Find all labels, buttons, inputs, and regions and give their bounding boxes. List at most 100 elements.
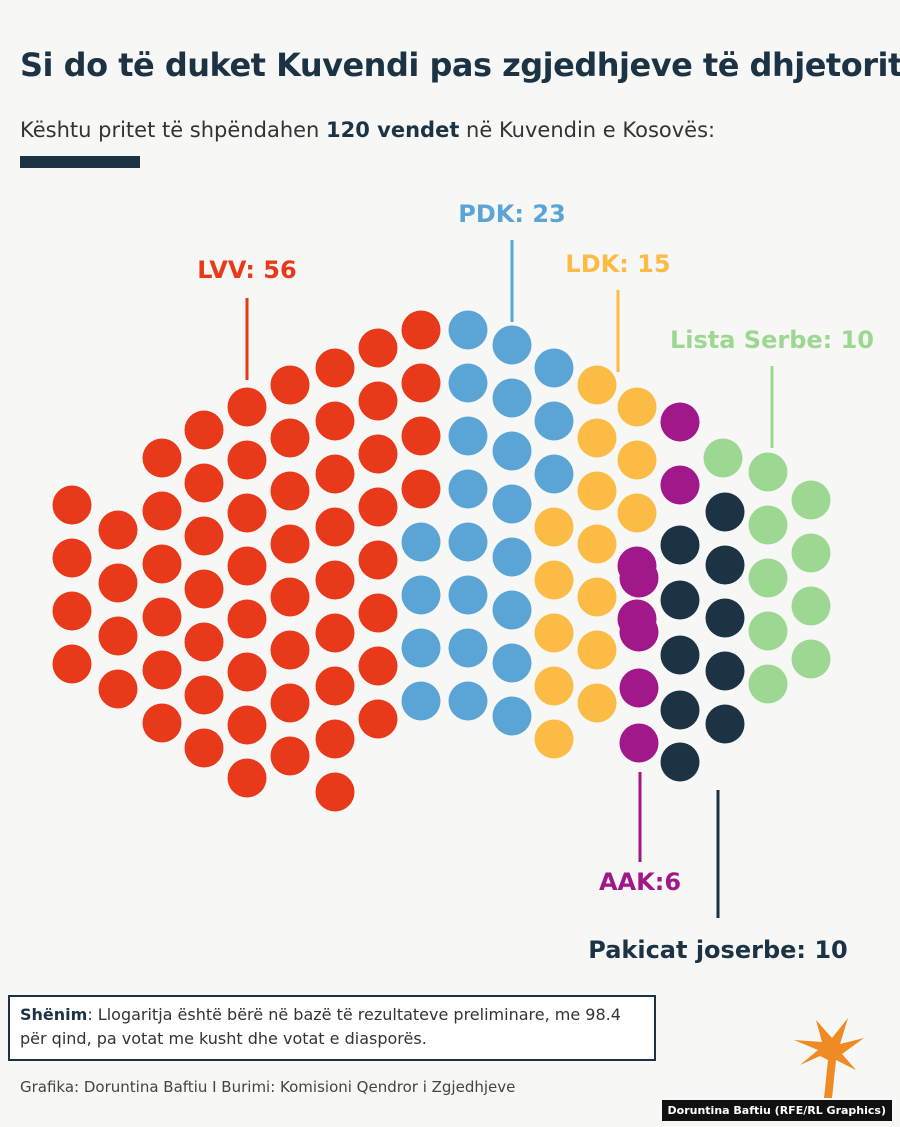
seat-dot-lista-serbe: [703, 438, 743, 478]
note-text: : Llogaritja është bërë në bazë të rezul…: [20, 1005, 621, 1048]
seat-dot-lvv: [52, 538, 92, 578]
seat-dot-pdk: [492, 378, 532, 418]
source-text: Grafika: Doruntina Baftiu I Burimi: Komi…: [20, 1078, 516, 1096]
series-label-pdk: PDK: 23: [458, 200, 565, 228]
seat-dot-pdk: [401, 575, 441, 615]
seat-dot-lvv: [98, 563, 138, 603]
seat-dot-ldk: [534, 560, 574, 600]
seat-dot-pakicat-joserbe: [705, 545, 745, 585]
seat-dot-lvv: [358, 540, 398, 580]
seat-dot-lvv: [315, 507, 355, 547]
seat-dot-lista-serbe: [791, 639, 831, 679]
seat-dot-lvv: [227, 387, 267, 427]
seat-dot-lvv: [142, 597, 182, 637]
seat-dot-ldk: [617, 440, 657, 480]
seat-dot-ldk: [577, 683, 617, 723]
seat-dot-lvv: [227, 440, 267, 480]
series-label-lvv: LVV: 56: [197, 256, 296, 284]
seat-dot-lvv: [98, 616, 138, 656]
subtitle-seat-count: 120 vendet: [326, 118, 460, 142]
seat-dot-pakicat-joserbe: [705, 704, 745, 744]
seat-dot-lvv: [315, 772, 355, 812]
seat-dot-lvv: [358, 381, 398, 421]
seat-dot-lista-serbe: [748, 505, 788, 545]
seat-dot-lvv: [270, 683, 310, 723]
seat-dot-lvv: [184, 463, 224, 503]
seat-dot-lvv: [358, 328, 398, 368]
seat-dot-pdk: [492, 431, 532, 471]
seat-dot-lvv: [142, 544, 182, 584]
seat-dot-pdk: [448, 469, 488, 509]
seat-dot-lvv: [270, 365, 310, 405]
seat-dot-lvv: [227, 705, 267, 745]
seat-dot-pakicat-joserbe: [660, 742, 700, 782]
seat-dot-lvv: [52, 591, 92, 631]
seat-dot-pdk: [492, 484, 532, 524]
seat-dot-pakicat-joserbe: [705, 492, 745, 532]
seat-dot-aak: [619, 612, 659, 652]
seat-dot-pdk: [492, 590, 532, 630]
seat-dot-pdk: [448, 522, 488, 562]
seat-dot-lvv: [401, 416, 441, 456]
seat-dot-pdk: [448, 628, 488, 668]
series-label-aak: AAK:6: [599, 868, 681, 896]
seat-dot-pakicat-joserbe: [660, 690, 700, 730]
seat-dot-lvv: [401, 469, 441, 509]
title-underline-bar: [20, 156, 140, 168]
seat-dot-lvv: [184, 516, 224, 556]
seat-dot-lista-serbe: [748, 558, 788, 598]
note-label: Shënim: [20, 1005, 88, 1024]
seat-dot-pdk: [534, 348, 574, 388]
seat-dot-pdk: [448, 575, 488, 615]
seat-dot-aak: [660, 402, 700, 442]
seat-dot-lvv: [52, 485, 92, 525]
seat-dot-lvv: [227, 599, 267, 639]
subtitle-suffix: në Kuvendin e Kosovës:: [459, 118, 716, 142]
seat-dot-lvv: [401, 310, 441, 350]
seat-dot-lvv: [227, 546, 267, 586]
seat-dot-lvv: [142, 438, 182, 478]
seat-dot-lvv: [98, 669, 138, 709]
seat-dot-pdk: [401, 681, 441, 721]
credit-badge: Doruntina Baftiu (RFE/RL Graphics): [661, 1100, 892, 1121]
seat-dot-lvv: [270, 418, 310, 458]
seat-dot-lvv: [184, 675, 224, 715]
seat-dot-pdk: [401, 522, 441, 562]
seat-dot-lvv: [270, 577, 310, 617]
seat-dot-lvv: [184, 622, 224, 662]
seat-dot-lvv: [315, 719, 355, 759]
seat-dot-lvv: [358, 487, 398, 527]
seat-dot-pdk: [492, 537, 532, 577]
seat-dot-lvv: [270, 736, 310, 776]
chart-subtitle: Kështu pritet të shpëndahen 120 vendet n…: [20, 118, 715, 142]
note-box: Shënim: Llogaritja është bërë në bazë të…: [8, 995, 656, 1061]
seat-dot-pdk: [448, 416, 488, 456]
seat-dot-pdk: [534, 454, 574, 494]
seat-dot-ldk: [534, 666, 574, 706]
seat-dot-lvv: [227, 493, 267, 533]
seat-dot-lvv: [358, 699, 398, 739]
seat-dot-pdk: [448, 681, 488, 721]
chart-title: Si do të duket Kuvendi pas zgjedhjeve të…: [20, 46, 900, 84]
seat-dot-ldk: [577, 418, 617, 458]
seat-dot-aak: [660, 465, 700, 505]
seat-dot-lista-serbe: [748, 452, 788, 492]
seat-dot-lista-serbe: [791, 586, 831, 626]
seat-dot-pdk: [492, 643, 532, 683]
seat-dot-lvv: [98, 510, 138, 550]
seat-dot-pdk: [448, 310, 488, 350]
seat-dot-pdk: [448, 363, 488, 403]
seat-dot-lvv: [315, 401, 355, 441]
seat-dot-pakicat-joserbe: [705, 598, 745, 638]
seat-dot-lvv: [227, 652, 267, 692]
seat-dot-pdk: [401, 628, 441, 668]
seat-dot-ldk: [617, 387, 657, 427]
seat-dot-lvv: [270, 524, 310, 564]
seat-dot-lvv: [315, 560, 355, 600]
seat-dot-lvv: [315, 454, 355, 494]
seat-dot-lvv: [358, 646, 398, 686]
seat-dot-ldk: [577, 365, 617, 405]
seat-dot-pakicat-joserbe: [660, 580, 700, 620]
seat-dot-pdk: [492, 696, 532, 736]
